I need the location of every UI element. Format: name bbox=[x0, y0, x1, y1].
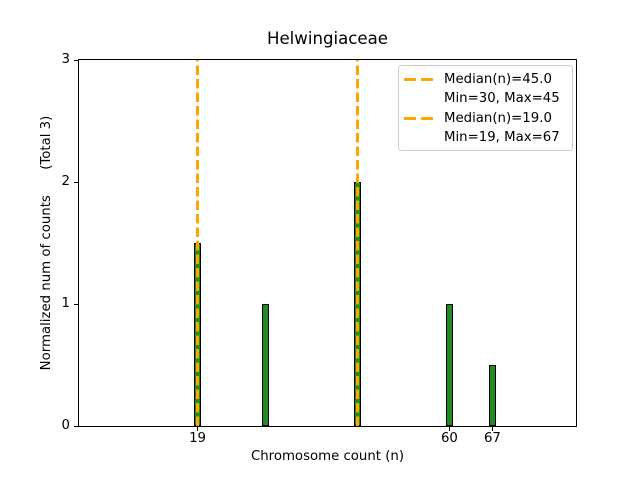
legend-empty-sample bbox=[404, 98, 433, 101]
x-tick-mark bbox=[197, 427, 199, 431]
median-line bbox=[196, 60, 200, 426]
legend-row: Min=30, Max=45 bbox=[404, 90, 566, 110]
legend-row: Median(n)=19.0 bbox=[404, 109, 566, 129]
legend-label: Min=30, Max=45 bbox=[444, 91, 560, 107]
chart-title: Helwingiaceae bbox=[266, 29, 389, 48]
x-tick-mark bbox=[491, 427, 493, 431]
legend: Median(n)=45.0 Min=30, Max=45 Median(n)=… bbox=[398, 65, 573, 151]
y-tick-mark bbox=[74, 303, 78, 305]
y-tick-mark bbox=[74, 425, 78, 427]
y-tick-label: 0 bbox=[61, 418, 70, 433]
dashed-line-icon bbox=[404, 117, 433, 121]
y-tick-label: 2 bbox=[61, 174, 70, 189]
legend-row: Median(n)=45.0 bbox=[404, 70, 566, 90]
y-tick-label: 1 bbox=[61, 296, 70, 311]
median-line bbox=[355, 60, 359, 426]
legend-label: Median(n)=45.0 bbox=[444, 71, 552, 87]
dashed-line-icon bbox=[404, 78, 433, 82]
y-tick-mark bbox=[74, 181, 78, 183]
x-tick-mark bbox=[448, 427, 450, 431]
bar bbox=[261, 304, 269, 426]
bar bbox=[445, 304, 453, 426]
legend-label: Min=19, Max=67 bbox=[444, 130, 560, 146]
legend-empty-sample bbox=[404, 137, 433, 140]
bar bbox=[488, 365, 496, 426]
y-tick-mark bbox=[74, 59, 78, 61]
y-tick-label: 3 bbox=[61, 52, 70, 67]
x-tick-label: 19 bbox=[189, 431, 207, 446]
x-axis-label: Chromosome count (n) bbox=[250, 449, 405, 464]
x-tick-label: 67 bbox=[483, 431, 501, 446]
x-tick-label: 60 bbox=[440, 431, 458, 446]
legend-row: Min=19, Max=67 bbox=[404, 129, 566, 149]
legend-label: Median(n)=19.0 bbox=[444, 110, 552, 126]
